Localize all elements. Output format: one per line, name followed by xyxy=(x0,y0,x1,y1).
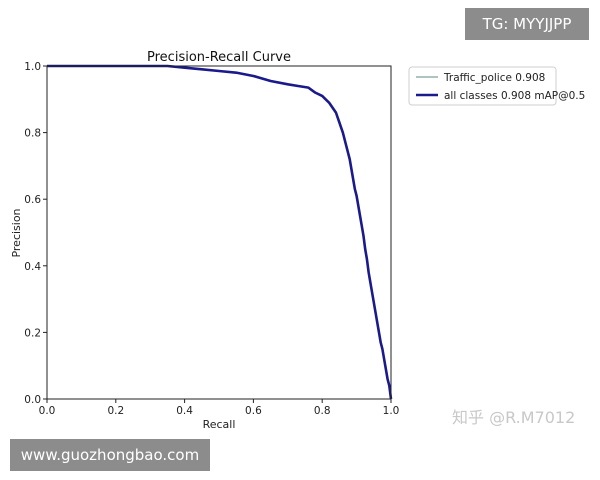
y-tick-label: 0.6 xyxy=(24,194,41,206)
watermark-telegram: TG: MYYJJPP xyxy=(465,8,589,40)
y-tick-label: 0.2 xyxy=(24,327,41,339)
y-tick-label: 0.4 xyxy=(24,261,41,273)
watermark-zhihu: 知乎 @R.M7012 xyxy=(452,408,576,427)
y-tick-label: 1.0 xyxy=(24,61,41,73)
watermark-website: www.guozhongbao.com xyxy=(10,439,210,471)
legend-label-all-classes: all classes 0.908 mAP@0.5 xyxy=(444,90,585,102)
x-tick-label: 0.6 xyxy=(245,405,262,417)
legend-box xyxy=(408,66,557,106)
plot-frame xyxy=(46,65,392,400)
y-tick-label: 0.8 xyxy=(24,128,41,140)
y-tick-label: 0.0 xyxy=(24,394,41,406)
x-tick-label: 0.0 xyxy=(39,405,56,417)
x-tick-label: 0.4 xyxy=(176,405,193,417)
x-tick-label: 1.0 xyxy=(383,405,400,417)
legend: Traffic_police 0.908 all classes 0.908 m… xyxy=(408,66,585,106)
y-axis-label: Precision xyxy=(10,208,23,257)
chart-title: Precision-Recall Curve xyxy=(147,50,291,65)
legend-label-traffic-police: Traffic_police 0.908 xyxy=(443,72,545,84)
series-line-1 xyxy=(47,64,393,400)
x-tick-label: 0.8 xyxy=(314,405,331,417)
x-tick-label: 0.2 xyxy=(107,405,124,417)
plot-area xyxy=(46,64,393,400)
x-axis-label: Recall xyxy=(203,418,236,431)
axis-ticks: 0.0 0.2 0.4 0.6 0.8 1.0 0.0 0.2 0.4 0.6 0.8 1.0 xyxy=(24,61,399,417)
series-line-0 xyxy=(47,65,392,400)
